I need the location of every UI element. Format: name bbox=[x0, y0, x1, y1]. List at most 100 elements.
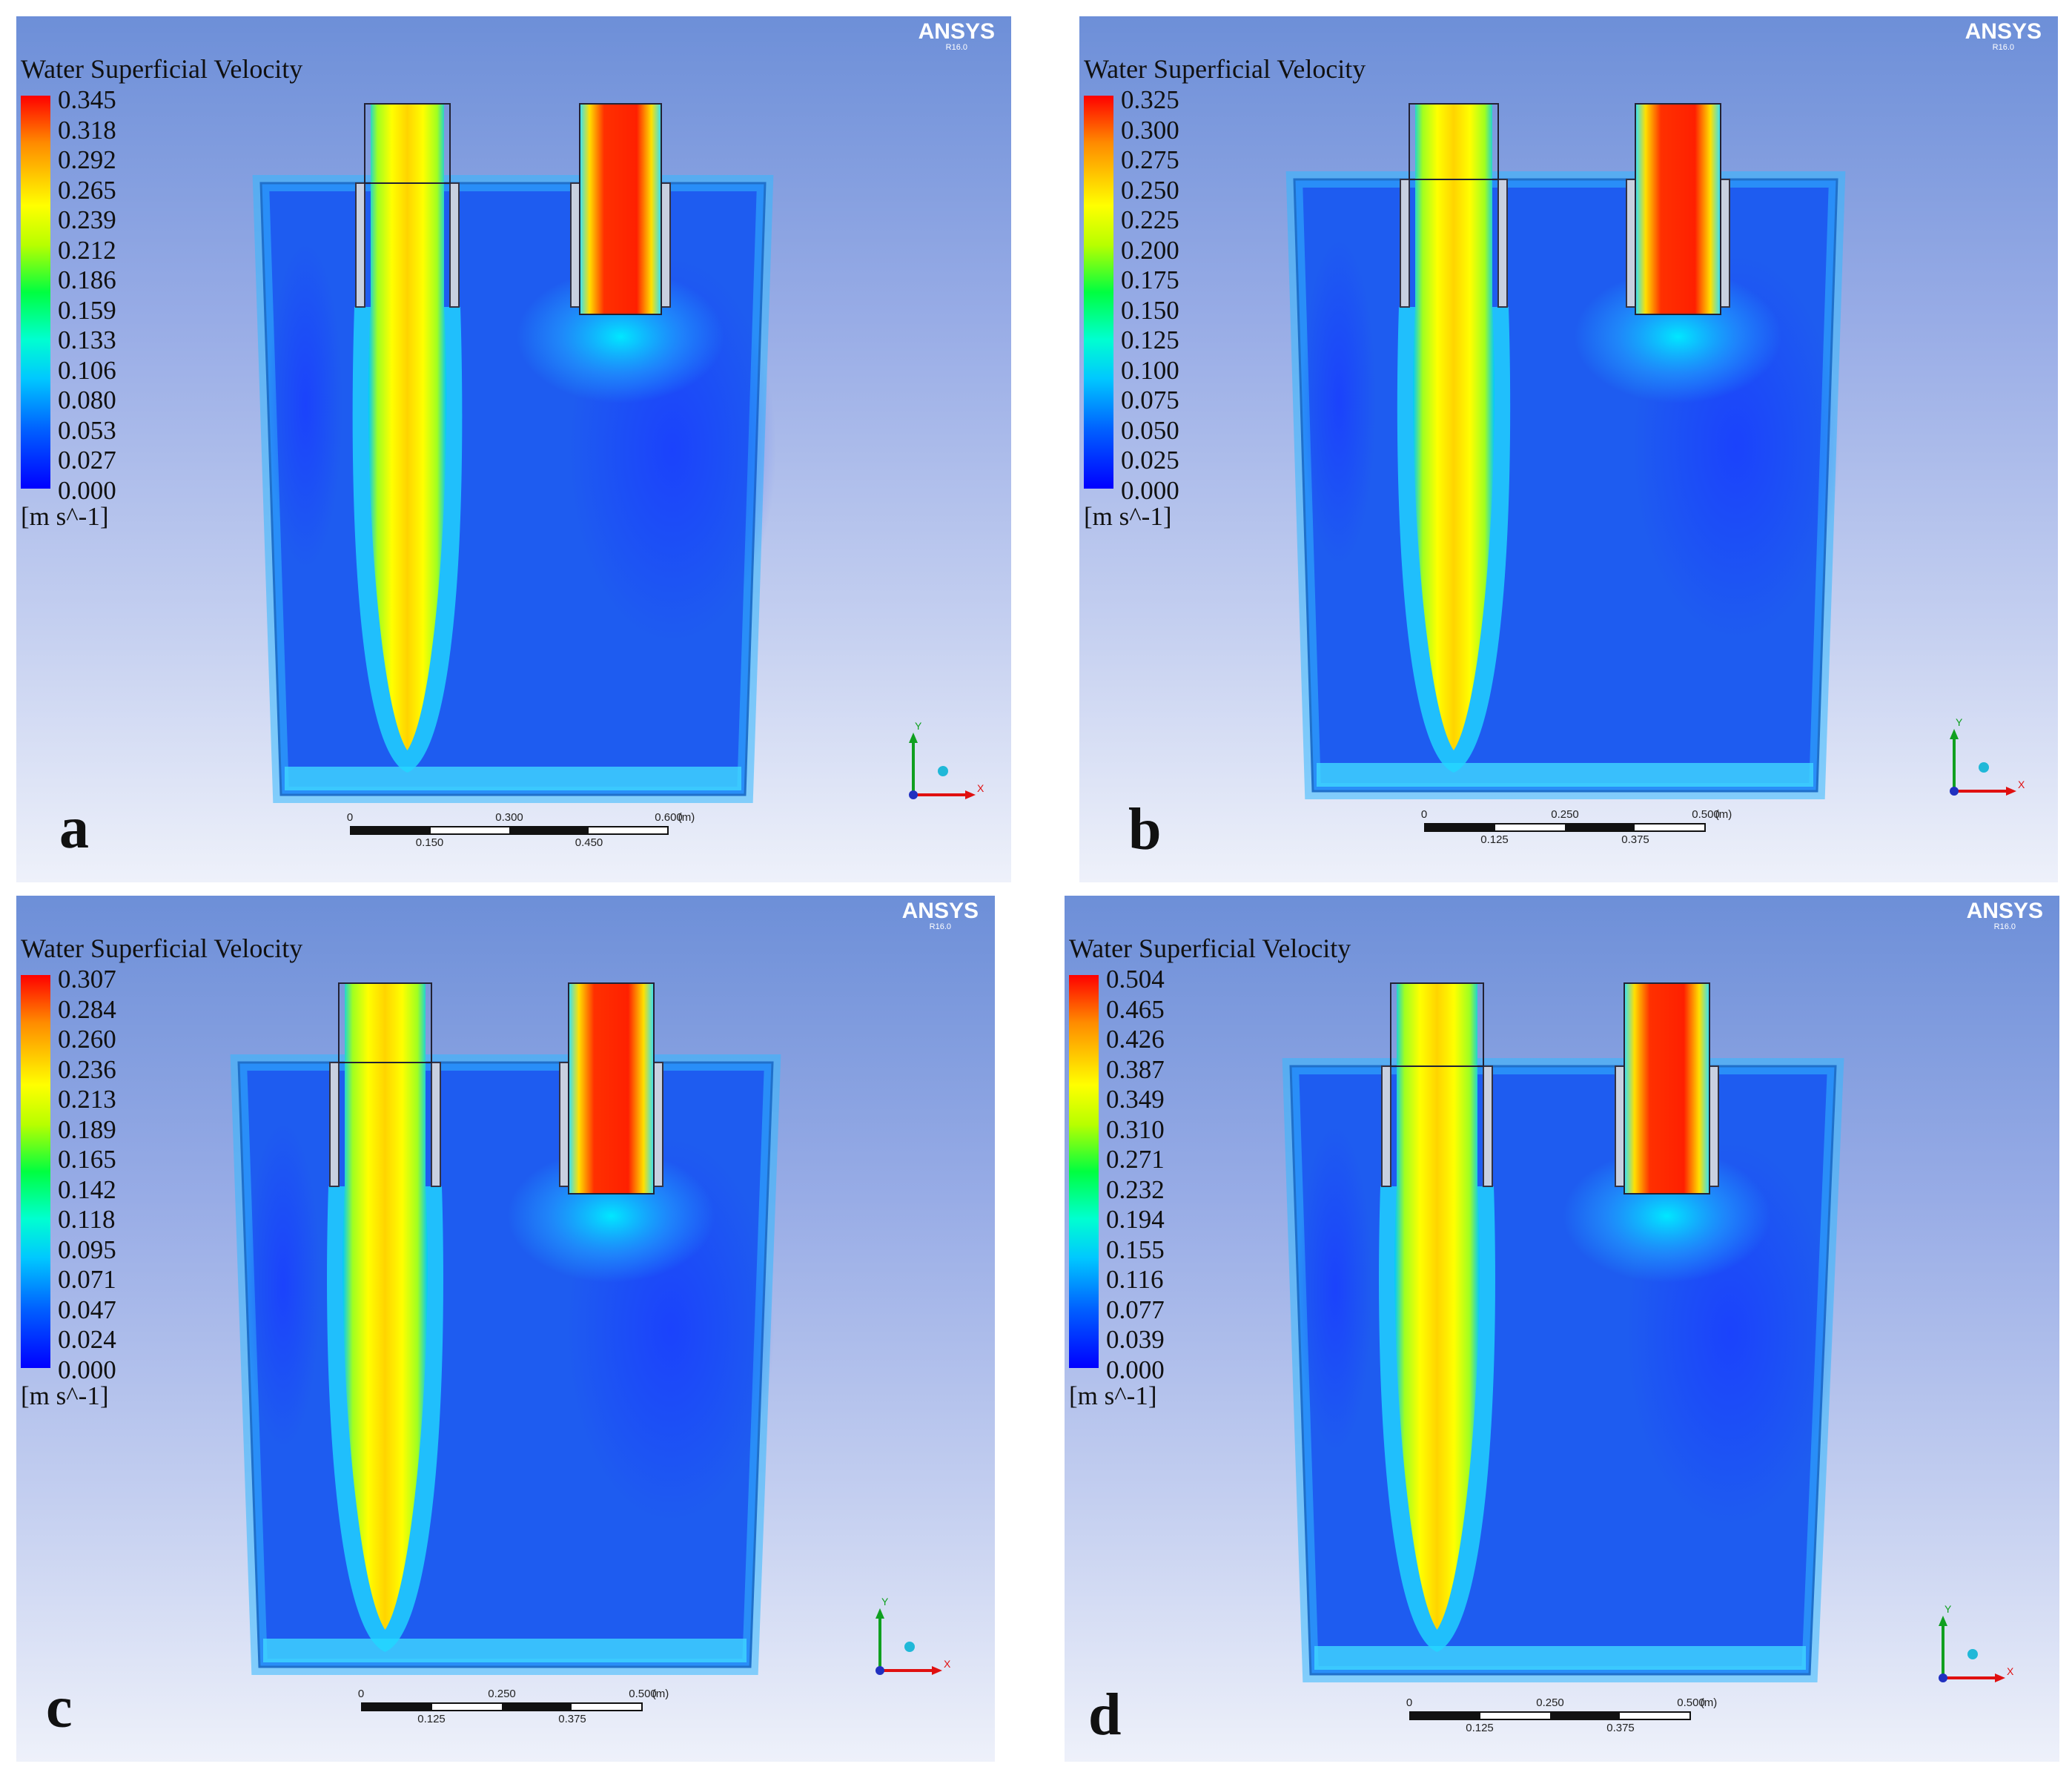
legend-tick-label: 0.095 bbox=[58, 1235, 116, 1264]
legend-tick-label: 0.318 bbox=[58, 115, 116, 145]
outlet-pipe-wall-right bbox=[653, 1062, 663, 1187]
axis-triad: YX bbox=[1939, 1604, 2014, 1682]
scale-unit: (m) bbox=[652, 1688, 669, 1700]
bottom-flow-band bbox=[1317, 763, 1813, 787]
x-axis-label: X bbox=[944, 1658, 951, 1670]
legend-tick-label: 0.165 bbox=[58, 1145, 116, 1174]
inlet-pipe-wall-left bbox=[1400, 179, 1410, 308]
inlet-pipe-wall-right bbox=[449, 182, 460, 308]
legend-tick-label: 0.300 bbox=[1121, 115, 1179, 145]
scale-segment bbox=[1480, 1713, 1550, 1719]
scale-unit: (m) bbox=[1700, 1696, 1718, 1709]
inlet-pipe-wall-left bbox=[1381, 1065, 1391, 1187]
outlet-halo bbox=[517, 270, 724, 403]
y-axis-head bbox=[909, 733, 918, 743]
ansys-logo-text: ANSYS bbox=[918, 19, 995, 44]
scale-top-label: 0.500 bbox=[1677, 1696, 1705, 1709]
legend-title: Water Superficial Velocity bbox=[21, 54, 303, 84]
scale-top-label: 0.500 bbox=[1692, 808, 1720, 821]
scale-bottom-label: 0.375 bbox=[1606, 1722, 1635, 1734]
low-velocity-region bbox=[1298, 1126, 1372, 1452]
legend-tick-label: 0.250 bbox=[1121, 175, 1179, 205]
legend-tick-label: 0.106 bbox=[58, 355, 116, 385]
scale-segment bbox=[572, 1704, 641, 1710]
scale-top-label: 0.300 bbox=[495, 811, 523, 824]
legend-title: Water Superficial Velocity bbox=[1069, 934, 1351, 963]
legend-tick-label: 0.345 bbox=[58, 85, 116, 114]
axis-triad: YX bbox=[876, 1596, 951, 1675]
inlet-pipe-wall-left bbox=[329, 1062, 340, 1187]
ansys-version: R16.0 bbox=[929, 922, 951, 931]
scale-segment bbox=[1411, 1713, 1480, 1719]
ansys-logo: ANSYS R16.0 bbox=[902, 900, 979, 932]
y-axis-label: Y bbox=[1956, 717, 1963, 728]
legend-tick-label: 0.155 bbox=[1106, 1235, 1165, 1264]
legend-tick-label: 0.071 bbox=[58, 1265, 116, 1294]
inlet-pipe-outline bbox=[1390, 982, 1484, 1067]
ansys-version: R16.0 bbox=[1993, 922, 2016, 931]
bottom-flow-band bbox=[285, 767, 741, 790]
panel-label: d bbox=[1088, 1682, 1122, 1748]
panel-label: c bbox=[46, 1675, 73, 1740]
scale-bar: 0 0.250 0.500 (m) 0.125 0.375 bbox=[358, 1688, 669, 1732]
y-axis-label: Y bbox=[1944, 1604, 1952, 1615]
contour-plot bbox=[1285, 103, 1846, 799]
legend-tick-label: 0.000 bbox=[1121, 475, 1179, 505]
legend-tick-label: 0.504 bbox=[1106, 965, 1165, 994]
legend-tick-label: 0.213 bbox=[58, 1085, 116, 1114]
inlet-pipe-wall-right bbox=[1483, 1065, 1493, 1187]
legend-tick-label: 0.025 bbox=[1121, 446, 1179, 475]
inlet-pipe-wall-right bbox=[431, 1062, 441, 1187]
scale-segment bbox=[432, 1704, 502, 1710]
scale-bar-graphic bbox=[361, 1702, 643, 1711]
legend-tick-label: 0.232 bbox=[1106, 1174, 1165, 1204]
scale-segment bbox=[502, 1704, 572, 1710]
x-axis-label: X bbox=[977, 782, 984, 794]
inlet-pipe-outline bbox=[364, 103, 451, 184]
axis-triad: YX bbox=[909, 721, 984, 799]
scale-bottom-label: 0.125 bbox=[1480, 833, 1509, 846]
legend-tick-label: 0.194 bbox=[1106, 1205, 1165, 1234]
outlet-flow bbox=[568, 982, 655, 1195]
legend-tick-label: 0.426 bbox=[1106, 1025, 1165, 1054]
legend-tick-label: 0.292 bbox=[58, 145, 116, 174]
legend-tick-label: 0.275 bbox=[1121, 145, 1179, 174]
scale-top-label: 0.500 bbox=[629, 1688, 657, 1700]
contour-plot bbox=[1282, 982, 1844, 1682]
scale-top-label: 0.250 bbox=[1551, 808, 1579, 821]
contour-panel-a: ANSYS R16.0 Water Superficial Velocity 0.34… bbox=[16, 16, 1011, 882]
ansys-logo: ANSYS R16.0 bbox=[1967, 900, 2043, 932]
scale-bar-graphic bbox=[1409, 1711, 1691, 1720]
legend-tick-label: 0.225 bbox=[1121, 205, 1179, 234]
outlet-pipe-wall-right bbox=[661, 182, 671, 308]
outlet-flow bbox=[1623, 982, 1710, 1195]
contour-plot bbox=[230, 982, 781, 1675]
z-axis-dot bbox=[909, 790, 918, 799]
legend-unit: [m s^-1] bbox=[1084, 502, 1172, 531]
scale-bottom-label: 0.150 bbox=[415, 836, 444, 849]
y-axis-head bbox=[876, 1608, 884, 1619]
y-axis-head bbox=[1939, 1616, 1947, 1626]
contour-panel-d: ANSYS R16.0 Water Superficial Velocity 0.50… bbox=[1065, 896, 2059, 1762]
scale-bar: 0 0.300 0.600 (m) 0.150 0.450 bbox=[347, 811, 695, 856]
scale-bottom-label: 0.125 bbox=[417, 1713, 446, 1725]
scale-segment bbox=[1565, 825, 1635, 830]
x-axis-label: X bbox=[2018, 779, 2025, 790]
ansys-logo-text: ANSYS bbox=[1965, 19, 2042, 44]
legend-tick-label: 0.000 bbox=[1106, 1355, 1165, 1384]
legend-tick-label: 0.236 bbox=[58, 1054, 116, 1084]
legend-tick-label: 0.000 bbox=[58, 475, 116, 505]
scale-segment bbox=[1495, 825, 1565, 830]
legend-tick-label: 0.200 bbox=[1121, 235, 1179, 265]
low-velocity-region bbox=[246, 1122, 320, 1448]
legend-ticks: 0.325 0.300 0.275 0.250 0.225 0.200 0.175 0.150… bbox=[1121, 85, 1179, 506]
inlet-jet bbox=[1412, 104, 1495, 750]
color-bar bbox=[1069, 975, 1099, 1368]
legend-tick-label: 0.310 bbox=[1106, 1114, 1165, 1144]
inlet-pipe-outline bbox=[338, 982, 432, 1063]
scale-top-label: 0.250 bbox=[488, 1688, 516, 1700]
outlet-flow bbox=[579, 103, 662, 315]
outlet-flow bbox=[1635, 103, 1721, 315]
legend-ticks: 0.345 0.318 0.292 0.265 0.239 0.212 0.186 0.159… bbox=[58, 85, 116, 506]
legend-title: Water Superficial Velocity bbox=[21, 934, 303, 963]
